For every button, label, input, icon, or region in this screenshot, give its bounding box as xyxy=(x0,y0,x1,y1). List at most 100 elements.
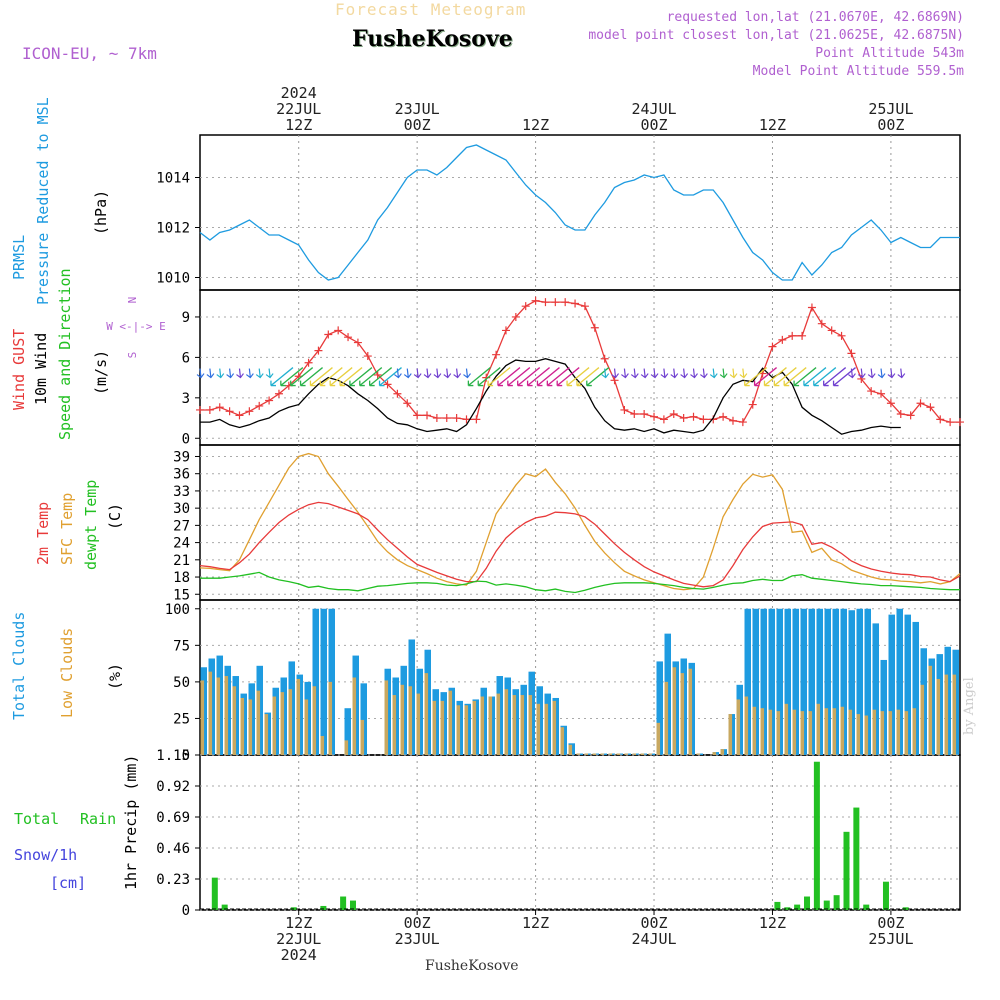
bottom-time-label: 00Z xyxy=(640,914,667,932)
low-cloud-bar xyxy=(320,735,325,755)
gust-marker xyxy=(235,411,244,420)
low-cloud-bar xyxy=(456,705,461,755)
gust-marker xyxy=(748,400,757,409)
gust-marker xyxy=(551,298,560,307)
low-cloud-bar xyxy=(728,714,733,755)
gust-marker xyxy=(393,389,402,398)
compass-west-east: W <-|-> E xyxy=(106,320,166,333)
wind-barb xyxy=(566,367,590,387)
wind-barb xyxy=(556,367,580,387)
low-cloud-bar xyxy=(504,689,509,755)
low-cloud-bar xyxy=(952,674,957,755)
wind-barb xyxy=(754,367,778,387)
wind-barb-head xyxy=(546,380,553,387)
gust-marker xyxy=(926,403,935,412)
gust-marker xyxy=(383,380,392,389)
wind-barb xyxy=(803,367,827,387)
low-cloud-bar xyxy=(848,709,853,755)
dewpt-label: dewpt Temp xyxy=(82,480,100,570)
gust-marker xyxy=(304,358,313,367)
wind-barb-head xyxy=(783,380,790,387)
wind-barb xyxy=(206,368,215,379)
wind-barb xyxy=(877,368,886,379)
low-cloud-bar xyxy=(840,706,845,755)
low-cloud-bar xyxy=(416,693,421,755)
precip-bar xyxy=(320,905,327,910)
total-cloud-bar xyxy=(856,608,863,755)
top-time-label: 22JUL xyxy=(276,100,321,118)
low-cloud-bar xyxy=(352,677,357,755)
gust-marker xyxy=(482,373,491,382)
wind-barb-head xyxy=(280,380,286,387)
low-cloud-bar xyxy=(304,699,309,755)
wind-barb xyxy=(670,368,679,379)
total-cloud-bar xyxy=(360,683,367,755)
total-cloud-bar xyxy=(872,623,879,755)
precip-rain-label: Rain xyxy=(80,810,116,828)
wind-barb xyxy=(813,367,837,387)
bottom-time-label: 12Z xyxy=(522,914,549,932)
low-cloud-bar xyxy=(248,699,253,755)
low-cloud-bar xyxy=(784,703,789,755)
wind-barb-head xyxy=(744,380,750,387)
low-cloud-bar xyxy=(856,714,861,755)
low-cloud-bar xyxy=(944,674,949,755)
gust-marker xyxy=(867,387,876,396)
gust-marker xyxy=(728,416,737,425)
low-cloud-bar xyxy=(720,749,725,755)
wind-barb xyxy=(339,367,363,387)
bottom-time-label: 00Z xyxy=(404,914,431,932)
total-cloud-bar xyxy=(832,608,839,755)
wind-barb xyxy=(783,367,807,387)
precip-bar xyxy=(211,877,218,910)
wind-barb xyxy=(793,367,817,387)
wind-barb-head xyxy=(536,380,543,387)
gust-marker xyxy=(215,403,224,412)
low-cloud-bar xyxy=(872,709,877,755)
wind-ytick-label: 0 xyxy=(182,431,190,447)
total-cloud-bar xyxy=(760,608,767,755)
low-cloud-bar xyxy=(296,678,301,755)
top-time-label: 25JUL xyxy=(868,100,913,118)
total-cloud-bar xyxy=(744,608,751,755)
temperature-ytick-label: 24 xyxy=(173,536,190,552)
wind-barb xyxy=(640,368,649,379)
total-cloud-bar xyxy=(840,608,847,755)
credit-watermark: by Angel xyxy=(962,677,977,735)
precip-total-label: Total xyxy=(14,810,59,828)
gust-marker xyxy=(344,333,353,342)
low-cloud-bar xyxy=(912,708,917,755)
gust-marker xyxy=(778,335,787,344)
wind-barb xyxy=(576,367,600,387)
low-cloud-bar xyxy=(792,709,797,755)
total-cloud-bar xyxy=(904,614,911,755)
low-cloud-bar xyxy=(896,709,901,755)
wind-barb xyxy=(310,367,333,387)
low-cloud-bar xyxy=(216,677,221,755)
wind-barb-head xyxy=(309,380,316,387)
gust-marker xyxy=(403,399,412,408)
gust-marker xyxy=(501,326,510,335)
compass-south: S xyxy=(126,352,139,359)
snow-label: Snow/1h xyxy=(14,846,77,864)
wind-barb xyxy=(423,368,432,379)
wind-barb-head xyxy=(339,380,346,387)
gust-marker xyxy=(827,326,836,335)
wind-barb-head xyxy=(319,380,326,387)
wind-barb xyxy=(857,368,866,379)
wind-barb xyxy=(867,368,876,379)
gust-marker xyxy=(669,410,678,418)
bottom-time-label: 12Z xyxy=(285,914,312,932)
gust-marker xyxy=(442,414,451,423)
gust-marker xyxy=(472,415,481,424)
low-cloud-bar xyxy=(616,753,621,755)
wind-barb-head xyxy=(763,380,770,387)
forecast-title: Forecast Meteogram xyxy=(335,0,527,19)
gust-marker xyxy=(413,411,422,420)
low-cloud-bar xyxy=(584,753,589,755)
pressure-line xyxy=(199,144,960,281)
gust-marker xyxy=(610,376,619,385)
low-cloud-bar xyxy=(688,668,693,755)
low-cloud-bar xyxy=(224,676,229,755)
wind-barb xyxy=(433,368,442,379)
